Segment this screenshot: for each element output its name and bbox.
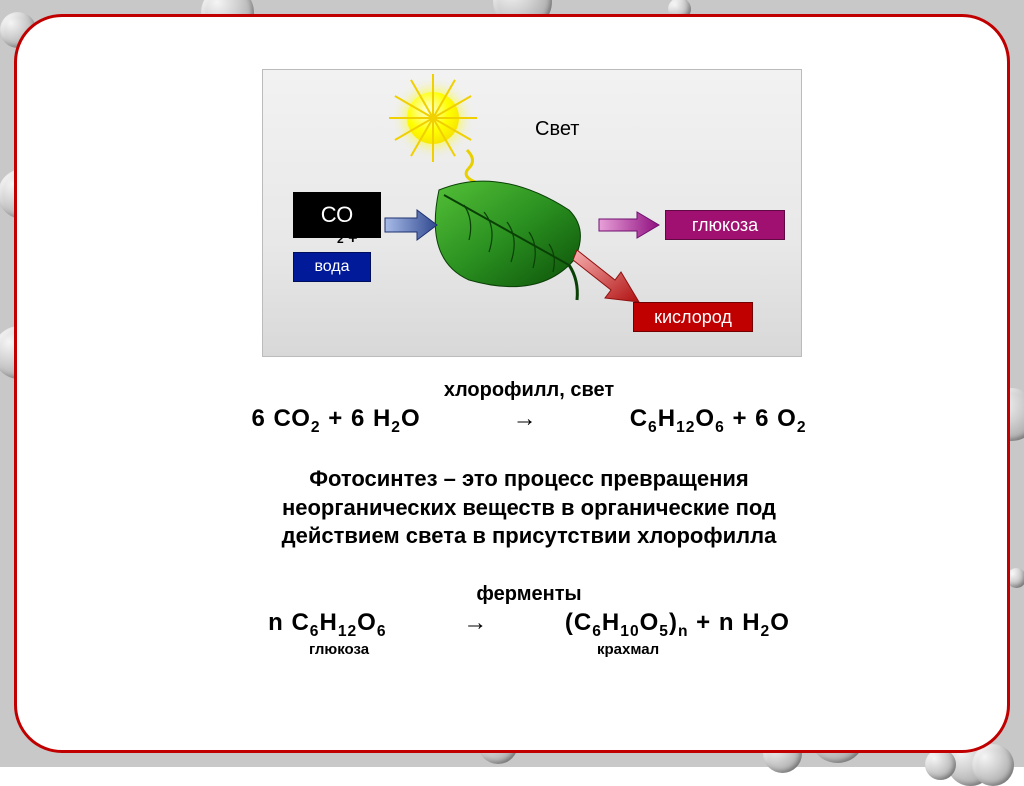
oxygen-arrow	[573, 246, 645, 310]
eq1-formula: 6 СО2 + 6 Н2О → С6Н12О6 + 6 О2	[179, 405, 879, 437]
eq2-left-label: глюкоза	[309, 641, 369, 658]
glucose-text: глюкоза	[692, 215, 758, 236]
light-label: Свет	[535, 118, 579, 141]
water-box: вода	[293, 252, 371, 282]
definition-line1: Фотосинтез – это процесс превращения	[179, 465, 879, 494]
definition-line2: неорганических веществ в органические по…	[179, 494, 879, 523]
eq2-formula: n С6Н12О6 → (С6Н10О5)n + n Н2О	[179, 609, 879, 641]
input-arrow	[383, 208, 439, 242]
eq2-right-label: крахмал	[597, 641, 659, 658]
co2-subscript-plus: 2 +	[337, 230, 357, 248]
definition-line3: действием света в присутствии хлорофилла	[179, 522, 879, 551]
oxygen-box: кислород	[633, 302, 753, 332]
eq1-condition: хлорофилл, свет	[179, 379, 879, 402]
water-text: вода	[314, 258, 349, 276]
content-frame: Свет СО 2 + вода	[14, 14, 1010, 753]
oxygen-text: кислород	[654, 307, 732, 328]
photosynthesis-diagram: Свет СО 2 + вода	[262, 69, 802, 357]
glucose-arrow	[597, 210, 661, 240]
definition-text: Фотосинтез – это процесс превращения нео…	[179, 465, 879, 551]
co2-text: СО	[321, 202, 354, 228]
eq2-condition: ферменты	[179, 583, 879, 606]
leaf-icon	[419, 170, 599, 310]
glucose-box: глюкоза	[665, 210, 785, 240]
